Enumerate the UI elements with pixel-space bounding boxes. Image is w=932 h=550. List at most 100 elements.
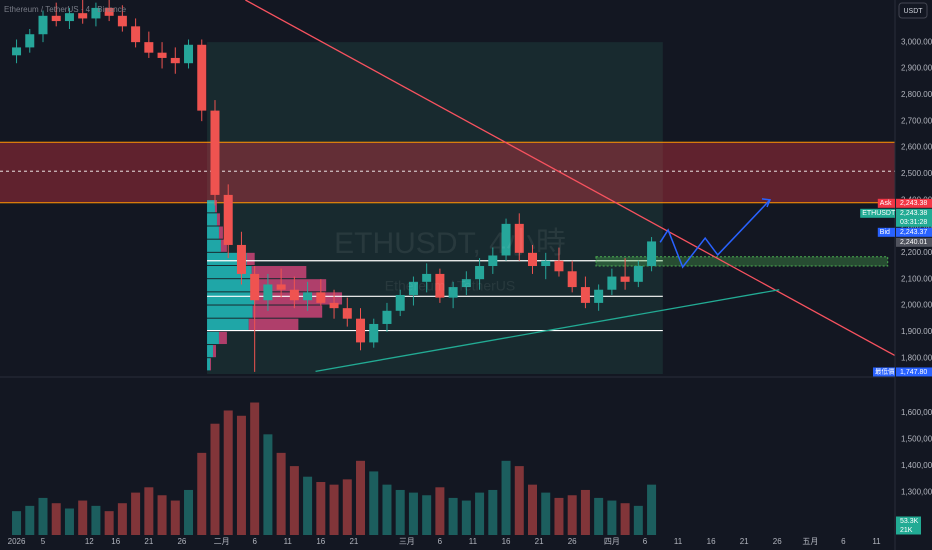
profile-sell	[251, 266, 307, 279]
volume-bar	[289, 466, 299, 535]
x-tick-label: 16	[316, 537, 325, 546]
y-tick-label: 2,800.00	[901, 90, 932, 99]
candle-body	[329, 302, 339, 309]
volume-bar	[131, 492, 141, 535]
candle-body	[501, 223, 511, 256]
profile-sell	[220, 239, 227, 252]
volume-bar	[210, 423, 220, 535]
currency[interactable]: USDT	[903, 8, 923, 15]
volume-bar	[607, 500, 617, 535]
badge-label: 2,243.38	[900, 200, 927, 207]
candle-body	[38, 15, 48, 35]
profile-buy	[207, 345, 214, 358]
x-tick-label: 21	[349, 537, 358, 546]
volume-bar	[448, 497, 458, 535]
volume-bar	[580, 489, 590, 535]
profile-buy	[207, 331, 219, 345]
x-tick-label: 26	[177, 537, 186, 546]
volume-bar	[170, 500, 180, 535]
badge-name: Ask	[880, 200, 892, 207]
candle-body	[104, 7, 114, 16]
profile-sell	[216, 213, 220, 226]
y-tick-label: 2,200.00	[901, 248, 932, 257]
volume-bar	[64, 508, 74, 535]
y-tick-label: 2,100.00	[901, 274, 932, 283]
candle-body	[91, 7, 101, 19]
volume-bar	[620, 503, 630, 535]
candle-body	[461, 279, 471, 288]
candle-body	[342, 308, 352, 319]
volume-bar	[157, 495, 167, 535]
profile-buy	[207, 213, 217, 226]
candle-body	[78, 13, 88, 19]
watermark-sub: Ethereum / TetherUS	[385, 278, 515, 294]
volume-bar	[501, 460, 511, 535]
candle-body	[554, 260, 564, 272]
candle-body	[236, 244, 246, 274]
candle-body	[541, 260, 551, 267]
x-tick-label: 21	[535, 537, 544, 546]
x-tick-label: 二月	[214, 537, 230, 546]
candle-body	[12, 47, 22, 56]
support-box	[595, 256, 889, 267]
candle-body	[408, 281, 418, 295]
volume-bar	[91, 505, 101, 535]
y-tick-label: 2,600.00	[901, 143, 932, 152]
volume-bar	[422, 495, 432, 535]
volume-bar	[408, 492, 418, 535]
x-tick-label: 21	[740, 537, 749, 546]
low-name-bg	[873, 367, 895, 377]
y-tick-label: 2,700.00	[901, 116, 932, 125]
candle-body	[144, 42, 154, 53]
candle-body	[369, 323, 379, 343]
volume-bar	[342, 479, 352, 535]
volume-bar	[369, 471, 379, 535]
candle-body	[435, 273, 445, 298]
candle-body	[422, 273, 432, 282]
volume-bar	[541, 492, 551, 535]
x-tick-label: 11	[674, 537, 683, 546]
y-tick-label: 2,000.00	[901, 301, 932, 310]
candle-body	[170, 57, 180, 64]
candle-body	[580, 287, 590, 303]
profile-sell	[246, 252, 255, 266]
volume-bar	[356, 460, 366, 535]
candle-body	[51, 15, 61, 22]
volume-bar	[395, 489, 405, 535]
volume-bar	[78, 500, 88, 535]
x-tick-label: 6	[438, 537, 443, 546]
candle-body	[276, 284, 286, 290]
badge-countdown: 03:31:28	[900, 219, 927, 226]
volume-bar	[329, 484, 339, 535]
candle-body	[210, 110, 220, 195]
trendline	[245, 0, 896, 357]
badge-label: 2,240.01	[900, 239, 927, 246]
volume-badge	[896, 525, 921, 535]
volume-badge	[896, 516, 921, 526]
profile-sell	[213, 345, 216, 358]
badge-name: Bid	[880, 229, 890, 236]
x-tick-label: 2026	[8, 537, 26, 546]
volume-tick-label: 1,500,000	[901, 435, 932, 444]
volume-tick-label: 1,600,000	[901, 408, 932, 417]
candle-body	[488, 255, 498, 267]
legend: Ethereum / TetherUS · 4 · Binance	[4, 5, 127, 14]
x-tick-label: 11	[284, 537, 293, 546]
x-tick-label: 11	[872, 537, 881, 546]
candle-body	[382, 310, 392, 324]
volume-bar	[594, 497, 604, 535]
candle-body	[356, 318, 366, 343]
candle-body	[184, 44, 194, 64]
volume-bar	[38, 497, 48, 535]
candle-body	[117, 15, 127, 27]
profile-sell	[218, 331, 227, 345]
volume-bar	[554, 497, 564, 535]
volume-tick-label: 1,300,000	[901, 488, 932, 497]
currency-button[interactable]	[898, 2, 928, 19]
candle-body	[475, 266, 485, 280]
watermark: ETHUSDT, 4小時	[334, 227, 566, 260]
volume-bar	[382, 484, 392, 535]
volume-bar	[475, 492, 485, 535]
volume-bar	[184, 489, 194, 535]
candle-body	[607, 276, 617, 290]
